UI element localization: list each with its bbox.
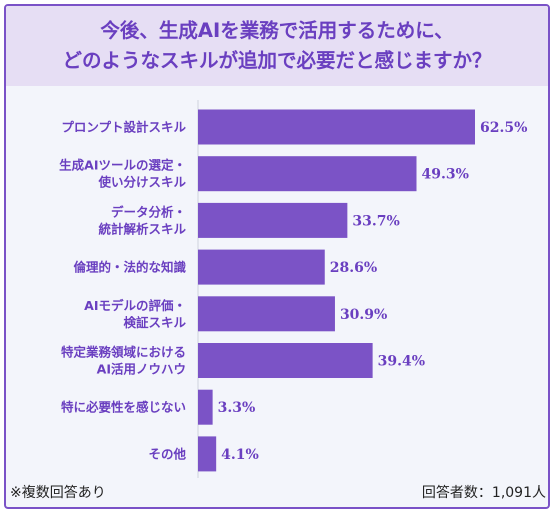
value-label-4: 30.9% [340, 307, 387, 323]
category-label-5-1: AI活用ノウハウ [97, 362, 186, 377]
category-label-0-0: プロンプト設計スキル [61, 120, 186, 135]
chart-title-line-2: どのようなスキルが追加で必要だと感じますか？ [62, 49, 492, 72]
bar-2 [198, 202, 348, 238]
category-label-4-1: 検証スキル [123, 315, 186, 330]
value-label-0: 62.5% [480, 120, 527, 136]
category-label-2-1: 統計解析スキル [98, 221, 186, 236]
bar-4 [198, 296, 335, 332]
respondent-count: 回答者数：1,091人 [421, 485, 546, 501]
chart-frame: 今後、生成AIを業務で活用するために、 どのようなスキルが追加で必要だと感じます… [4, 4, 550, 509]
chart-title-line-1: 今後、生成AIを業務で活用するために、 [100, 19, 454, 42]
bar-5 [198, 343, 373, 378]
category-label-3-0: 倫理的・法的な知識 [73, 260, 186, 275]
category-label-6-0: 特に必要性を感じない [61, 400, 186, 415]
bar-3 [198, 249, 325, 285]
category-label-5-0: 特定業務領域における [61, 345, 186, 360]
bar-7 [198, 436, 217, 472]
category-label-1-0: 生成AIツールの選定・ [59, 158, 186, 173]
value-label-5: 39.4% [378, 354, 425, 370]
category-label-7-0: その他 [148, 446, 186, 461]
footnote: ※複数回答あり [10, 485, 106, 501]
value-label-6: 3.3% [218, 400, 256, 416]
value-label-7: 4.1% [221, 447, 259, 463]
value-label-2: 33.7% [352, 213, 399, 229]
category-label-2-0: データ分析・ [111, 204, 186, 219]
title-banner: 今後、生成AIを業務で活用するために、 どのようなスキルが追加で必要だと感じます… [6, 6, 548, 86]
value-label-3: 28.6% [330, 260, 377, 276]
bar-1 [198, 156, 417, 192]
value-label-1: 49.3% [421, 167, 468, 183]
bar-0 [198, 109, 475, 145]
category-label-1-1: 使い分けスキル [97, 175, 186, 190]
category-label-4-0: AIモデルの評価・ [84, 298, 186, 313]
bar-6 [198, 389, 213, 425]
